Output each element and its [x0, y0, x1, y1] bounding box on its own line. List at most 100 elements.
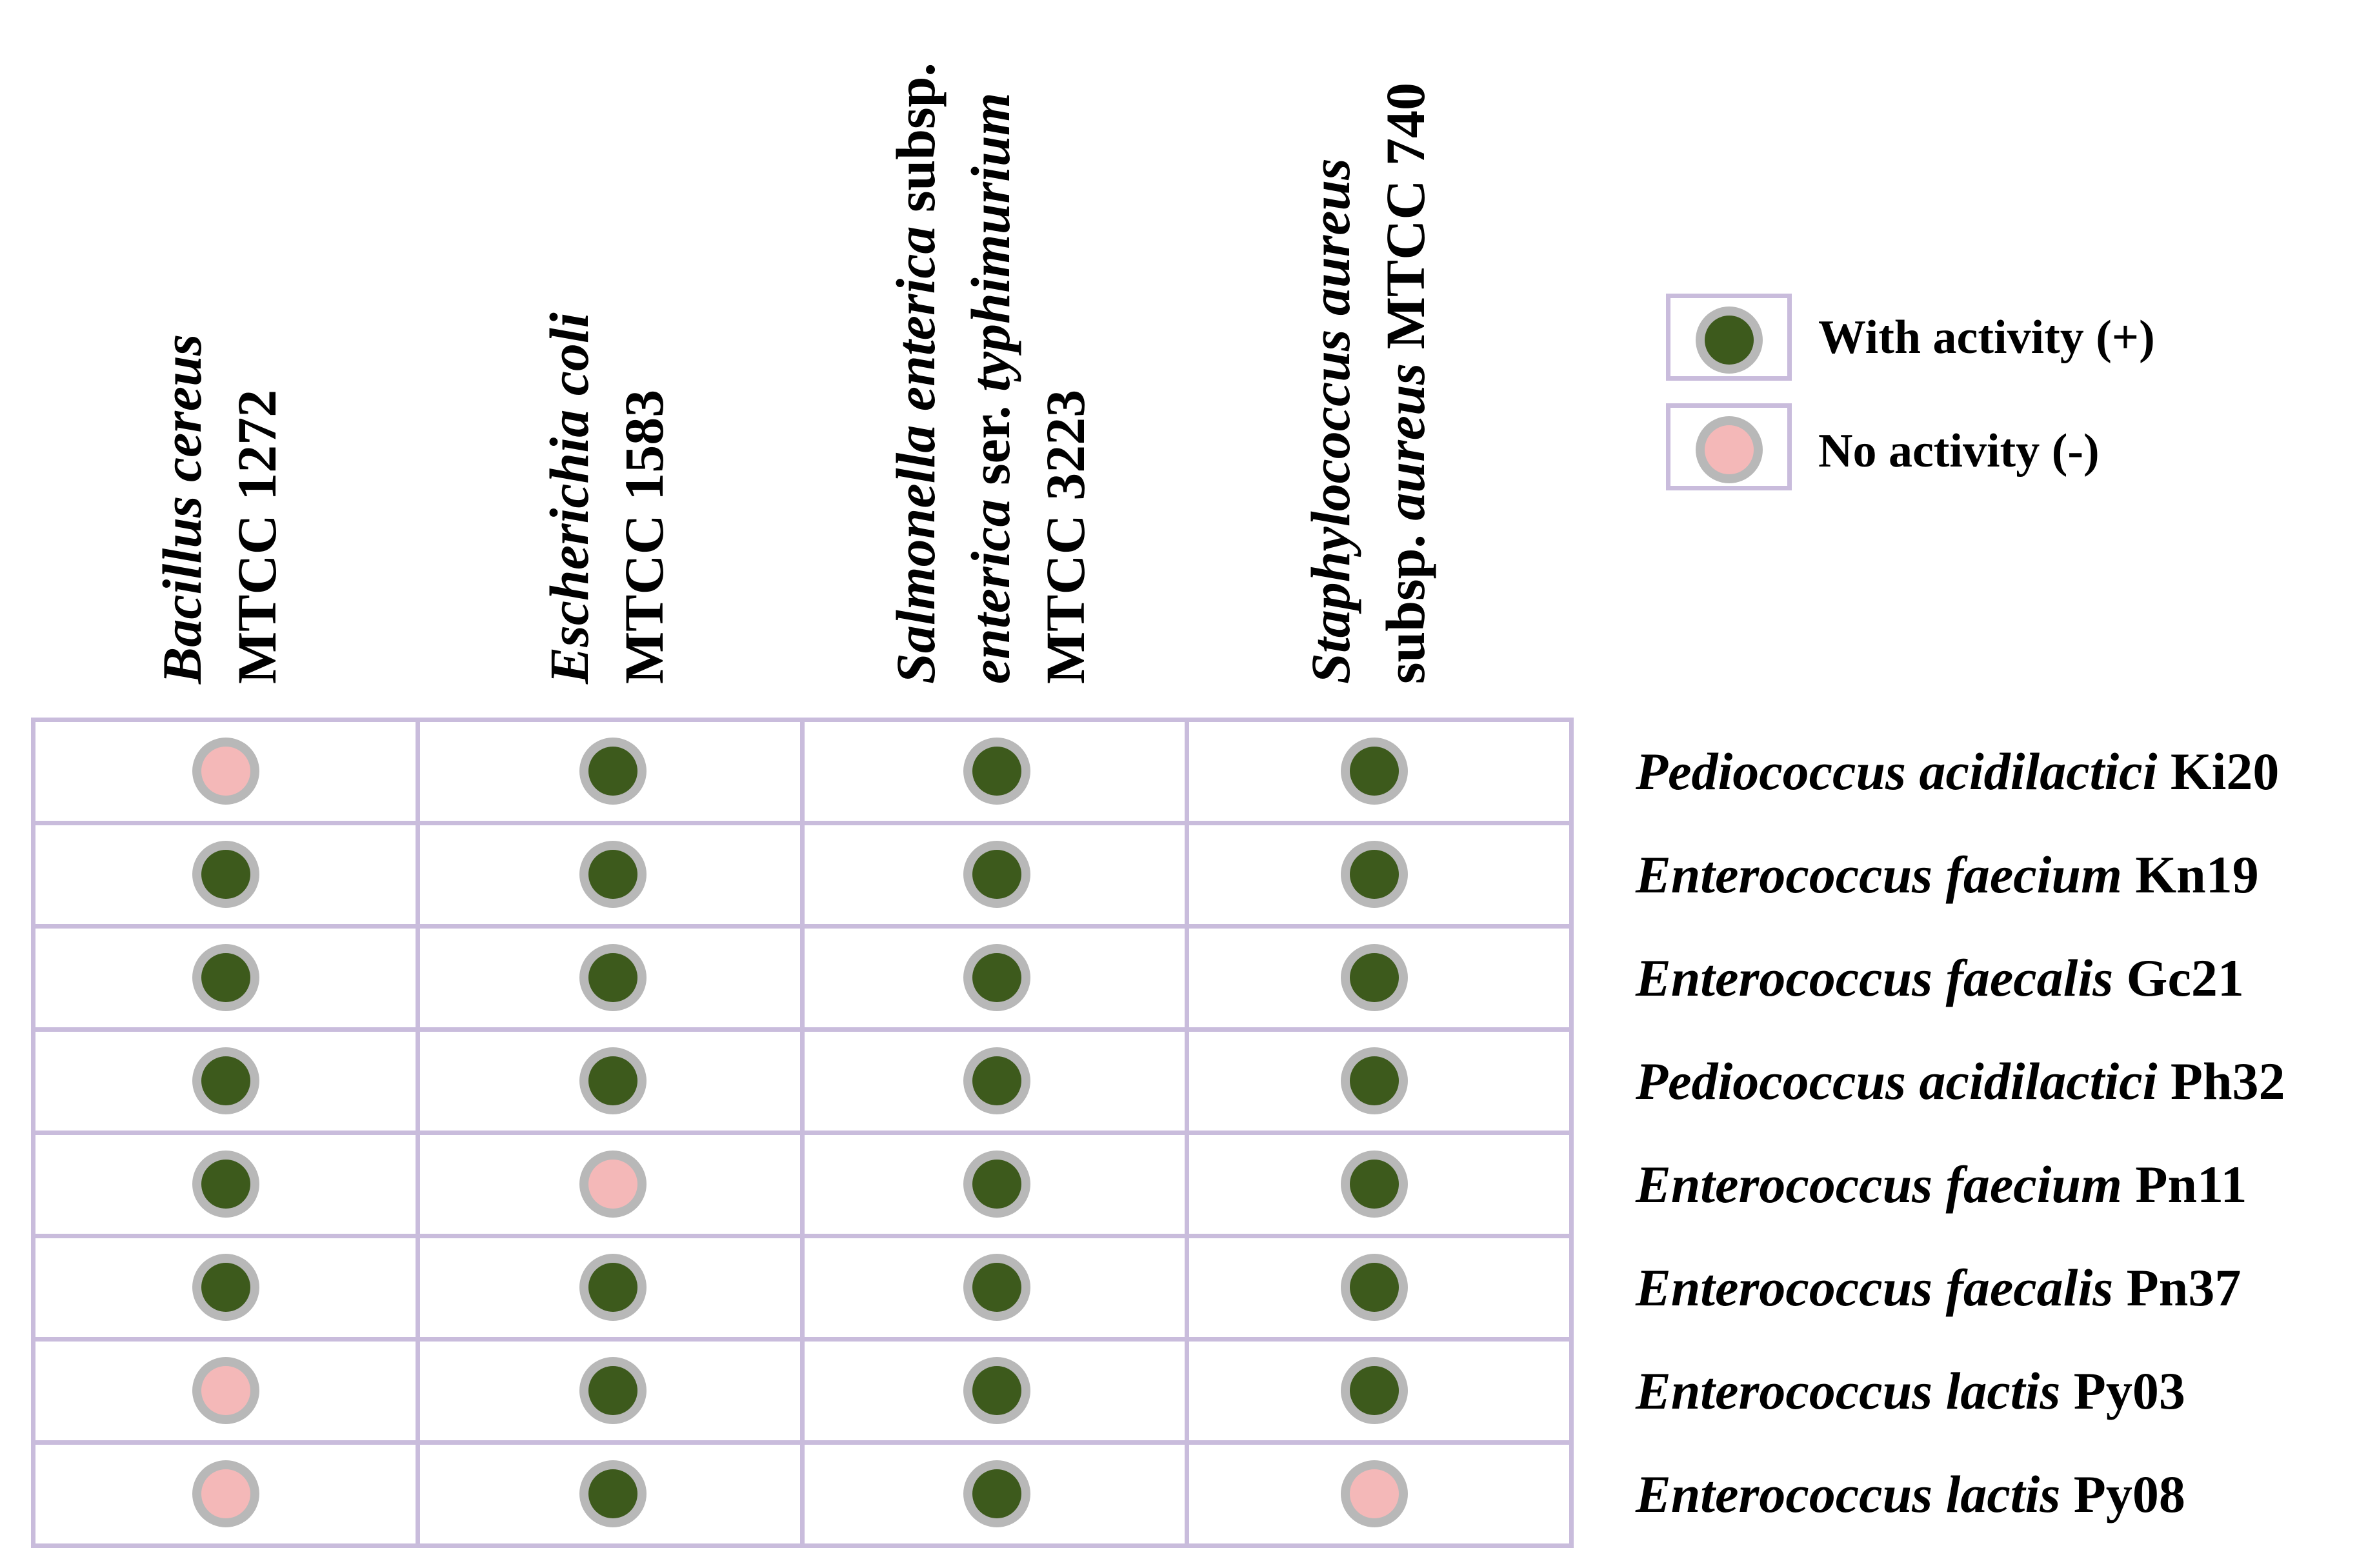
dot-positive — [201, 953, 250, 1002]
activity-dot-negative — [192, 1460, 259, 1527]
legend-negative-dot — [1696, 416, 1763, 483]
activity-dot-positive — [963, 1254, 1030, 1321]
grid-cell — [1185, 821, 1574, 929]
dot-negative — [588, 1160, 637, 1209]
row-label: Enterococcus faecium Pn11 — [1636, 1152, 2247, 1217]
legend-positive-swatch — [1666, 294, 1792, 381]
activity-dot-positive — [579, 1460, 647, 1527]
row-label-strain: Py03 — [2073, 1362, 2185, 1420]
activity-dot-positive — [1341, 738, 1408, 805]
dot-positive — [588, 1263, 637, 1312]
grid-cell — [31, 1337, 420, 1445]
dot-positive — [1350, 953, 1399, 1002]
row-label-strain: Pn11 — [2135, 1155, 2247, 1214]
row-label: Enterococcus lactis Py03 — [1636, 1359, 2185, 1423]
dot-positive — [972, 1366, 1021, 1415]
activity-dot-positive — [1341, 1357, 1408, 1424]
dot-positive — [588, 1469, 637, 1518]
row-label: Pediococcus acidilactici Ph32 — [1636, 1049, 2285, 1114]
row-label-species: Enterococcus faecium — [1636, 1155, 2122, 1214]
dot-negative — [1705, 425, 1754, 474]
dot-positive — [972, 1160, 1021, 1209]
dot-positive — [972, 953, 1021, 1002]
activity-dot-positive — [963, 1357, 1030, 1424]
row-label: Enterococcus faecium Kn19 — [1636, 843, 2259, 907]
dot-positive — [201, 850, 250, 899]
row-label-species: Pediococcus acidilactici — [1636, 1052, 2158, 1111]
legend-positive-label: With activity (+) — [1818, 311, 2155, 364]
dot-positive — [588, 953, 637, 1002]
dot-positive — [972, 1056, 1021, 1105]
dot-positive — [972, 747, 1021, 796]
activity-dot-negative — [192, 738, 259, 805]
activity-dot-positive — [192, 1151, 259, 1218]
activity-dot-positive — [963, 841, 1030, 908]
dot-positive — [201, 1056, 250, 1105]
activity-dot-positive — [579, 944, 647, 1011]
activity-dot-positive — [1341, 841, 1408, 908]
dot-negative — [201, 747, 250, 796]
dot-positive — [1350, 850, 1399, 899]
activity-dot-positive — [963, 944, 1030, 1011]
dot-positive — [1705, 316, 1754, 365]
dot-positive — [201, 1160, 250, 1209]
activity-dot-positive — [192, 841, 259, 908]
row-label: Enterococcus lactis Py08 — [1636, 1462, 2185, 1527]
row-label: Enterococcus faecalis Gc21 — [1636, 946, 2244, 1010]
dot-positive — [588, 1056, 637, 1105]
dot-positive — [1350, 1056, 1399, 1105]
activity-dot-positive — [579, 841, 647, 908]
row-label: Enterococcus faecalis Pn37 — [1636, 1256, 2241, 1320]
activity-dot-positive — [963, 1460, 1030, 1527]
row-label-strain: Pn37 — [2126, 1258, 2242, 1317]
row-label-species: Enterococcus faecium — [1636, 845, 2122, 904]
row-label-species: Enterococcus faecalis — [1636, 1258, 2114, 1317]
dot-positive — [1350, 1263, 1399, 1312]
activity-dot-positive — [1341, 1047, 1408, 1114]
activity-dot-positive — [963, 738, 1030, 805]
activity-dot-positive — [579, 1357, 647, 1424]
activity-dot-positive — [579, 1047, 647, 1114]
activity-dot-positive — [1341, 1151, 1408, 1218]
dot-positive — [972, 850, 1021, 899]
legend-negative-swatch — [1666, 403, 1792, 490]
activity-dot-positive — [579, 738, 647, 805]
legend-positive-dot — [1696, 307, 1763, 374]
dot-negative — [201, 1469, 250, 1518]
dot-positive — [972, 1469, 1021, 1518]
dot-positive — [1350, 747, 1399, 796]
dot-positive — [588, 850, 637, 899]
dot-positive — [972, 1263, 1021, 1312]
activity-dot-negative — [1341, 1460, 1408, 1527]
activity-dot-positive — [963, 1151, 1030, 1218]
activity-dot-negative — [192, 1357, 259, 1424]
activity-dot-positive — [192, 944, 259, 1011]
row-label-species: Enterococcus lactis — [1636, 1465, 2061, 1523]
row-label-species: Pediococcus acidilactici — [1636, 742, 2158, 801]
row-label-strain: Gc21 — [2126, 949, 2244, 1007]
dot-positive — [201, 1263, 250, 1312]
activity-dot-positive — [963, 1047, 1030, 1114]
dot-positive — [1350, 1160, 1399, 1209]
dot-positive — [588, 747, 637, 796]
activity-dot-positive — [579, 1254, 647, 1321]
legend-negative-label: No activity (-) — [1818, 425, 2100, 477]
dot-positive — [1350, 1366, 1399, 1415]
row-label-strain: Ph32 — [2170, 1052, 2285, 1111]
row-label-strain: Kn19 — [2135, 845, 2259, 904]
row-label-species: Enterococcus lactis — [1636, 1362, 2061, 1420]
row-label-strain: Py08 — [2073, 1465, 2185, 1523]
dot-positive — [588, 1366, 637, 1415]
activity-dot-positive — [192, 1047, 259, 1114]
row-label-strain: Ki20 — [2170, 742, 2280, 801]
dot-negative — [1350, 1469, 1399, 1518]
activity-dot-positive — [1341, 944, 1408, 1011]
grid-cell — [1185, 1440, 1574, 1548]
row-label: Pediococcus acidilactici Ki20 — [1636, 739, 2279, 804]
activity-dot-positive — [192, 1254, 259, 1321]
activity-dot-positive — [1341, 1254, 1408, 1321]
activity-dot-negative — [579, 1151, 647, 1218]
dot-negative — [201, 1366, 250, 1415]
